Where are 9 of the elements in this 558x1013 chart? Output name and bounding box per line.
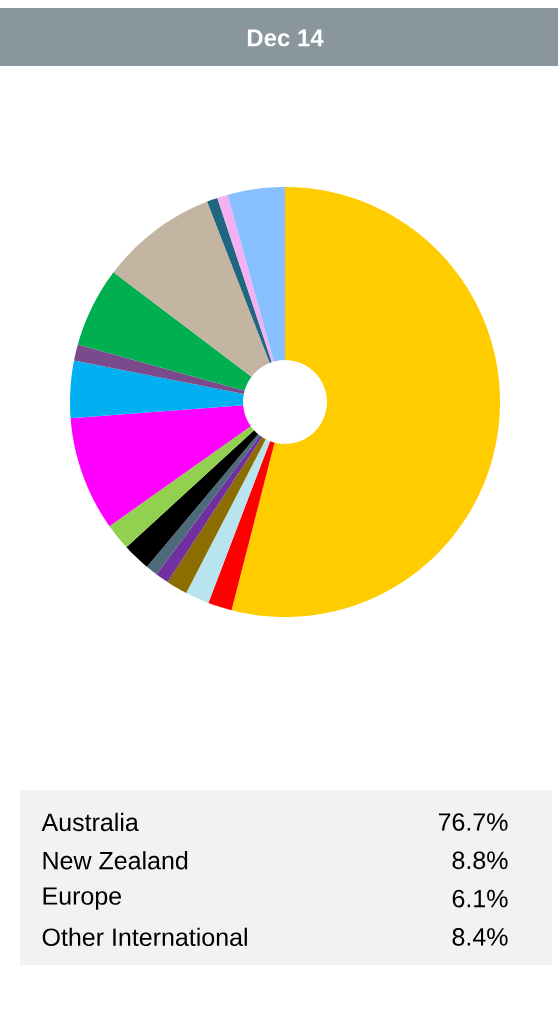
text: 8.8% [452, 851, 508, 870]
text: New Zealand [43, 851, 188, 870]
text: Australia [41, 812, 139, 832]
text: Europe [43, 887, 122, 910]
text: Other International [42, 927, 247, 947]
text: 8.4% [452, 928, 508, 946]
text: 6.1% [452, 889, 508, 908]
chart-title: Dec 14 [247, 29, 324, 47]
text: 76.7% [438, 813, 508, 831]
